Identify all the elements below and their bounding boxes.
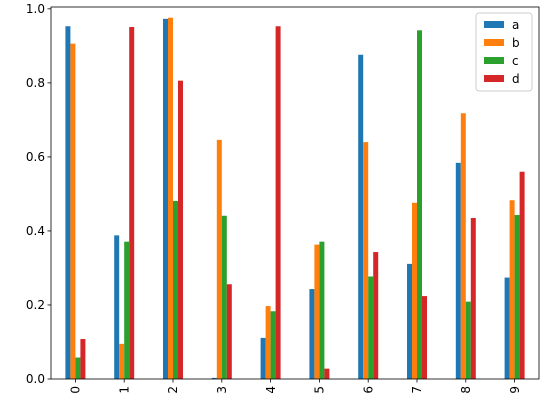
bar-c-2 bbox=[173, 200, 178, 379]
legend-swatch-d bbox=[484, 75, 504, 82]
bar-b-7 bbox=[412, 202, 417, 379]
x-tick-label: 7 bbox=[410, 386, 424, 394]
y-tick-label: 0.8 bbox=[26, 76, 45, 90]
x-tick-label: 0 bbox=[69, 386, 83, 394]
axes-border bbox=[50, 6, 540, 380]
bar-a-7 bbox=[407, 263, 412, 379]
bar-c-6 bbox=[368, 276, 374, 379]
bar-d-9 bbox=[519, 171, 525, 379]
legend-swatch-b bbox=[484, 39, 504, 46]
x-tick-label: 3 bbox=[215, 386, 229, 394]
bar-d-4 bbox=[275, 26, 281, 379]
bar-d-6 bbox=[373, 252, 379, 379]
y-tick-label: 0.2 bbox=[26, 298, 45, 312]
axes-frame bbox=[50, 6, 540, 380]
bar-d-2 bbox=[178, 80, 183, 379]
bar-c-7 bbox=[417, 30, 422, 379]
bar-b-0 bbox=[70, 43, 76, 379]
legend-label-c: c bbox=[512, 54, 519, 68]
bar-b-6 bbox=[363, 142, 369, 379]
bar-a-4 bbox=[260, 337, 266, 379]
y-axis: 0.0 0.2 0.4 0.6 0.8 1.0 bbox=[26, 2, 51, 386]
bar-b-1 bbox=[119, 343, 125, 379]
x-tick-label: 9 bbox=[508, 386, 522, 394]
bar-a-3 bbox=[211, 377, 217, 379]
legend-label-a: a bbox=[512, 18, 519, 32]
bars-group bbox=[65, 17, 525, 380]
x-tick-label: 5 bbox=[313, 386, 327, 394]
legend-label-b: b bbox=[512, 36, 520, 50]
bar-c-9 bbox=[514, 215, 520, 379]
bar-c-5 bbox=[319, 241, 325, 379]
bar-d-7 bbox=[422, 296, 427, 379]
x-tick-label: 1 bbox=[117, 386, 131, 394]
bar-a-6 bbox=[358, 54, 364, 379]
bar-a-2 bbox=[163, 18, 168, 380]
bar-d-3 bbox=[226, 284, 232, 379]
bar-d-8 bbox=[470, 217, 476, 379]
bar-c-8 bbox=[465, 301, 471, 379]
bar-d-0 bbox=[80, 339, 86, 379]
bar-d-5 bbox=[324, 368, 330, 379]
bar-c-1 bbox=[124, 241, 130, 379]
legend-box bbox=[475, 12, 533, 92]
bar-a-0 bbox=[65, 26, 71, 379]
y-tick-label: 0.4 bbox=[26, 224, 45, 238]
bar-c-4 bbox=[270, 311, 276, 379]
bar-a-5 bbox=[309, 289, 315, 379]
x-tick-label: 8 bbox=[459, 386, 473, 394]
bar-a-8 bbox=[455, 162, 461, 379]
x-tick-label: 6 bbox=[361, 386, 375, 394]
y-tick-label: 0.0 bbox=[26, 372, 45, 386]
bar-b-9 bbox=[509, 200, 515, 379]
legend-label-d: d bbox=[512, 72, 520, 86]
bar-b-8 bbox=[460, 113, 466, 379]
bar-c-3 bbox=[221, 215, 227, 379]
x-tick-label: 2 bbox=[166, 386, 180, 394]
y-tick-label: 1.0 bbox=[26, 2, 45, 16]
legend-swatch-c bbox=[484, 57, 504, 64]
legend-swatch-a bbox=[484, 21, 504, 28]
y-tick-label: 0.6 bbox=[26, 150, 45, 164]
bar-c-0 bbox=[75, 357, 81, 379]
x-axis: 0 1 2 3 4 5 6 7 8 9 bbox=[69, 379, 522, 394]
bar-b-3 bbox=[216, 139, 222, 379]
bar-d-1 bbox=[129, 26, 135, 380]
bar-b-5 bbox=[314, 244, 320, 379]
x-tick-label: 4 bbox=[264, 386, 278, 394]
bar-b-4 bbox=[265, 306, 271, 379]
bar-a-9 bbox=[504, 277, 510, 379]
bar-a-1 bbox=[114, 235, 120, 379]
bar-b-2 bbox=[168, 17, 173, 379]
